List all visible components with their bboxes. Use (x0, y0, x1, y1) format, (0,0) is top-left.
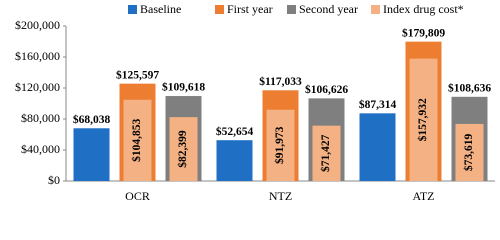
y-tick-label: $120,000 (15, 80, 60, 94)
y-tick-label: $80,000 (21, 111, 60, 125)
x-tick-label: ATZ (413, 189, 435, 203)
x-tick-label: OCR (125, 189, 150, 203)
legend-swatch (128, 5, 137, 14)
bar (359, 113, 396, 181)
index-bar (266, 109, 295, 181)
value-label: $68,038 (73, 113, 111, 126)
value-label: $106,626 (305, 83, 348, 96)
y-tick-label: $40,000 (21, 142, 60, 156)
value-label: $117,033 (259, 75, 302, 88)
legend-swatch (287, 5, 296, 14)
value-label: $108,636 (448, 81, 491, 94)
chart: $0 $40,000 $80,000 $120,000 $160,000 $200,000… (15, 2, 495, 203)
y-tick-label: $0 (48, 173, 60, 187)
x-tick-label: NTZ (269, 189, 292, 203)
value-label: $87,314 (359, 98, 397, 111)
index-bar (409, 58, 438, 181)
legend-label: Second year (299, 2, 358, 16)
index-label: $73,619 (462, 134, 475, 172)
index-bar (123, 99, 152, 181)
legend-label: Index drug cost* (383, 2, 464, 16)
value-label: $125,597 (116, 68, 159, 81)
index-label: $104,853 (130, 119, 143, 162)
y-tick-label: $160,000 (15, 49, 60, 63)
legend-swatch (371, 5, 380, 14)
value-label: $109,618 (162, 81, 205, 94)
index-label: $71,427 (319, 134, 332, 172)
bar (73, 128, 110, 181)
legend-swatch (215, 5, 224, 14)
index-label: $91,973 (273, 126, 286, 164)
index-bar (169, 117, 198, 181)
legend-label: First year (227, 2, 273, 16)
index-bar (312, 125, 341, 181)
value-label: $179,809 (402, 26, 445, 39)
value-label: $52,654 (216, 125, 254, 138)
index-bar (455, 123, 484, 181)
index-label: $157,932 (416, 98, 429, 141)
legend-label: Baseline (140, 2, 181, 16)
bar (216, 140, 253, 181)
index-label: $82,399 (176, 130, 189, 168)
y-tick-label: $200,000 (15, 18, 60, 32)
